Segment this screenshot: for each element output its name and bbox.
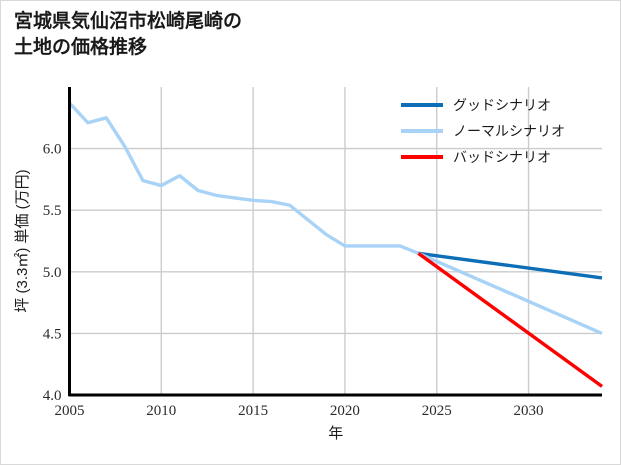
x-tick-label: 2015 (238, 403, 268, 419)
series-line-グッドシナリオ (418, 251, 603, 280)
tick-labels-group: 4.0 4.5 5.0 5.5 6.0 2005 2010 2015 2020 2025 2030 (43, 142, 544, 419)
y-tick-label: 4.0 (43, 388, 62, 404)
y-tick-label: 5.5 (43, 203, 62, 219)
x-tick-label: 2010 (146, 403, 176, 419)
series-group (68, 101, 603, 388)
x-tick-label: 2005 (55, 403, 85, 419)
y-axis-title: 坪 (3.3㎡) 単価 (万円) (14, 169, 31, 312)
x-axis-title: 年 (328, 425, 343, 442)
series-line-ノーマルシナリオ (417, 251, 603, 335)
gridlines-group (68, 87, 602, 396)
series-line-バッドシナリオ (417, 251, 603, 388)
legend-label-2: バッドシナリオ (453, 149, 551, 165)
x-tick-label: 2030 (514, 403, 544, 419)
y-tick-label: 4.5 (43, 326, 62, 342)
legend-label-0: グッドシナリオ (453, 97, 551, 113)
page-title: 宮城県気仙沼市松崎尾崎の 土地の価格推移 (14, 11, 243, 58)
legend-label-1: ノーマルシナリオ (453, 123, 565, 139)
x-tick-label: 2025 (422, 403, 452, 419)
x-tick-label: 2020 (330, 403, 360, 419)
series-line-実績 (68, 101, 420, 255)
axis-titles-group: 年 坪 (3.3㎡) 単価 (万円) (14, 169, 343, 442)
y-tick-label: 5.0 (43, 265, 62, 281)
y-tick-label: 6.0 (43, 142, 62, 158)
axes-group (68, 87, 602, 397)
